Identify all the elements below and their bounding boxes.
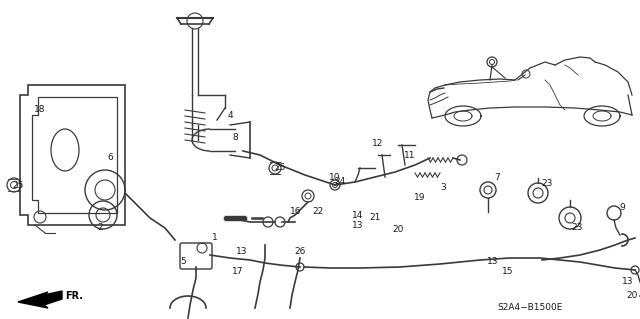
Text: 26: 26	[294, 248, 306, 256]
Text: 16: 16	[291, 207, 301, 217]
Text: 10: 10	[329, 174, 340, 182]
Text: 7: 7	[494, 174, 500, 182]
Text: 25: 25	[275, 164, 285, 173]
Text: 18: 18	[35, 106, 45, 115]
Text: 22: 22	[312, 207, 324, 217]
Text: 23: 23	[541, 179, 553, 188]
Text: 13: 13	[352, 220, 364, 229]
Text: 4: 4	[227, 110, 233, 120]
Text: 15: 15	[502, 268, 514, 277]
Text: 25: 25	[12, 181, 24, 189]
Text: 13: 13	[236, 248, 248, 256]
Text: 23: 23	[572, 224, 582, 233]
Text: 11: 11	[404, 151, 416, 160]
Text: 2: 2	[97, 224, 103, 233]
Text: 17: 17	[232, 268, 244, 277]
Text: 6: 6	[107, 153, 113, 162]
Text: 13: 13	[622, 278, 634, 286]
Text: 20: 20	[627, 291, 637, 300]
Text: FR.: FR.	[65, 291, 83, 301]
Text: 12: 12	[372, 138, 384, 147]
Text: 3: 3	[440, 183, 446, 192]
Text: 21: 21	[369, 213, 381, 222]
Text: 14: 14	[352, 211, 364, 219]
Text: 19: 19	[414, 194, 426, 203]
Text: 1: 1	[212, 234, 218, 242]
Text: 20: 20	[392, 226, 404, 234]
Text: 8: 8	[232, 133, 238, 143]
Text: 5: 5	[180, 257, 186, 266]
Text: 24: 24	[334, 177, 346, 187]
Text: 13: 13	[487, 257, 499, 266]
Polygon shape	[18, 291, 62, 308]
Text: 9: 9	[619, 204, 625, 212]
Text: S2A4−B1500E: S2A4−B1500E	[497, 303, 563, 313]
